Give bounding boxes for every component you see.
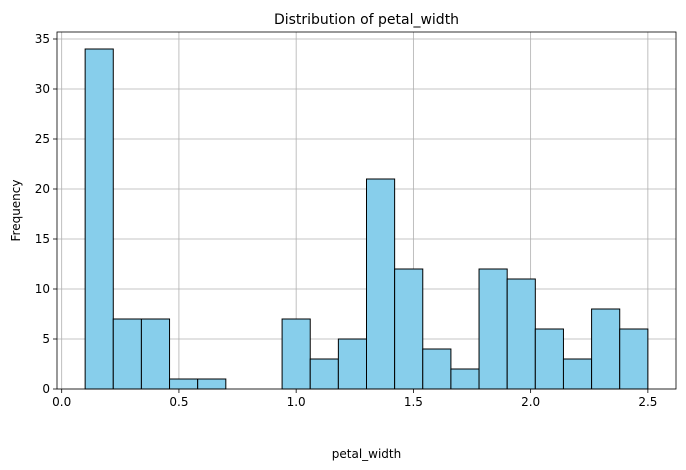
axes	[56, 31, 677, 390]
grid-lines	[57, 32, 676, 390]
y-axis-ticks: 0 5 10 15 20 25 30 35	[35, 32, 57, 396]
histogram-bar	[281, 318, 311, 390]
histogram-bar	[366, 178, 396, 390]
histogram-bar	[450, 368, 480, 390]
x-axis-label: petal_width	[332, 447, 401, 461]
x-tick-label: 2.5	[638, 395, 657, 409]
chart-title: Distribution of petal_width	[274, 12, 459, 28]
histogram-bar	[337, 338, 368, 390]
y-tick-label: 5	[42, 332, 50, 346]
y-tick-label: 20	[35, 182, 50, 196]
histogram-bar	[422, 348, 452, 390]
y-tick-label: 35	[35, 32, 50, 46]
histogram-bar	[394, 268, 424, 390]
histogram-bar	[197, 378, 227, 390]
x-tick-label: 0.5	[169, 395, 188, 409]
histogram-bar	[478, 268, 508, 390]
y-tick-label: 15	[35, 232, 50, 246]
histogram-bar	[112, 318, 142, 390]
y-tick-label: 0	[42, 382, 50, 396]
x-tick-label: 1.5	[404, 395, 423, 409]
histogram-bar	[534, 328, 564, 390]
histogram-bar	[309, 358, 339, 390]
x-tick-label: 0.0	[52, 395, 71, 409]
histogram-bar	[140, 318, 171, 390]
y-tick-label: 30	[35, 82, 50, 96]
x-axis-ticks: 0.0 0.5 1.0 1.5 2.0 2.5	[52, 389, 657, 409]
x-tick-label: 1.0	[287, 395, 306, 409]
y-tick-label: 25	[35, 132, 50, 146]
histogram-bar	[619, 328, 649, 390]
bars	[84, 48, 649, 390]
histogram-bar	[506, 278, 536, 390]
histogram-bar	[562, 358, 593, 390]
histogram-bar	[591, 308, 621, 390]
plot-frame	[56, 31, 677, 390]
x-tick-label: 2.0	[521, 395, 540, 409]
histogram-bar	[84, 48, 114, 390]
y-axis-label: Frequency	[9, 180, 23, 242]
y-tick-label: 10	[35, 282, 50, 296]
histogram-bar	[169, 378, 199, 390]
